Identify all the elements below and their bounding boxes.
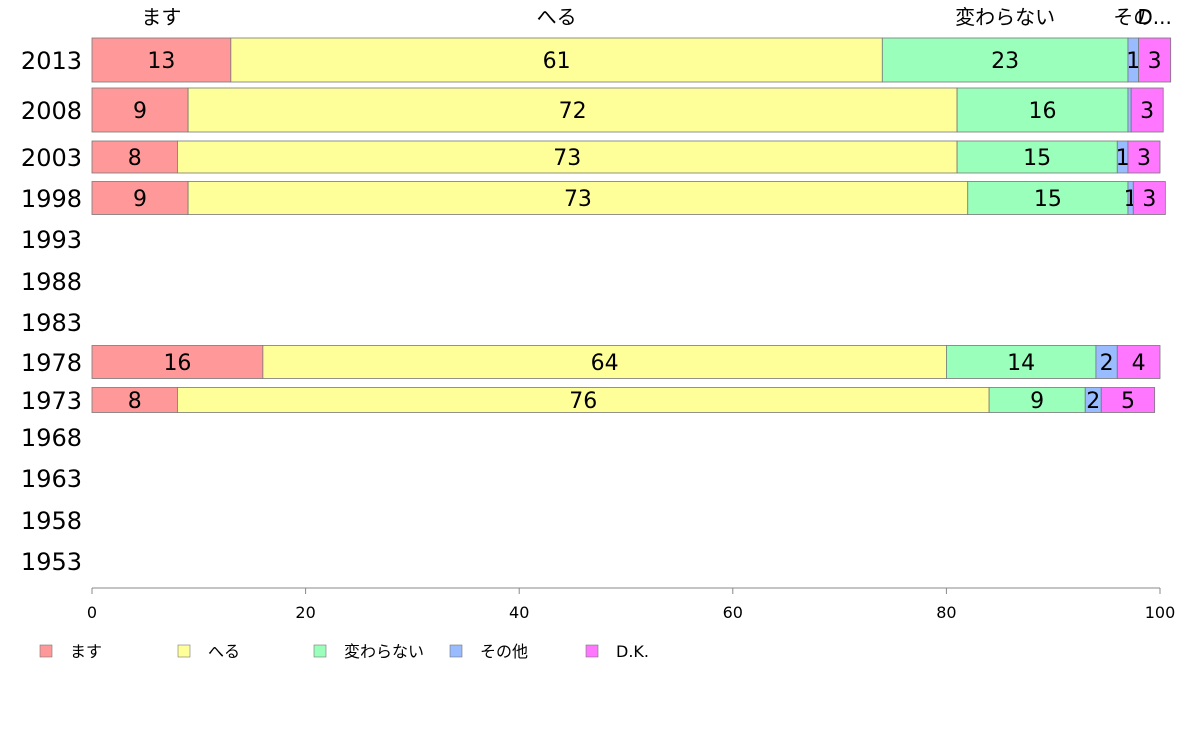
value-label-2003-series-5: 3 — [1137, 146, 1151, 171]
value-label-2013-series-1: 13 — [147, 49, 175, 74]
legend-swatch-5 — [585, 644, 599, 658]
legend-swatch-2 — [177, 644, 191, 658]
bar-1973-series-5 — [1100, 387, 1156, 413]
value-label-2003-series-1: 8 — [128, 146, 142, 171]
top-label-series-1: ます — [141, 5, 181, 29]
legend-label-4: その他 — [480, 642, 528, 661]
bar-2003-series-2 — [177, 140, 958, 174]
x-tick-label-100: 100 — [1145, 603, 1176, 622]
legend-label-2: へる — [208, 642, 240, 661]
bar-2013-series-5 — [1138, 37, 1172, 83]
bars: 13 61 23 1 39 72 16 38 73 15 1 39 73 15 1 316 64 14 2 48 76 9… — [91, 37, 1172, 414]
value-label-2008-series-1: 9 — [133, 99, 147, 124]
category-label-2013: 2013 — [21, 47, 82, 75]
legend: ます へる 変わらない その他 D.K. — [39, 642, 649, 661]
value-label-2003-series-2: 73 — [553, 146, 581, 171]
bar-1973-series-2 — [177, 387, 990, 413]
bar-2003-series-5 — [1127, 140, 1161, 174]
legend-label-5: D.K. — [616, 642, 649, 661]
bar-1978-series-5 — [1116, 345, 1161, 379]
legend-label-1: ます — [70, 642, 102, 661]
bar-2013-series-3 — [881, 37, 1129, 83]
value-label-2013-series-3: 23 — [991, 49, 1019, 74]
category-label-1978: 1978 — [21, 349, 82, 377]
category-label-1958: 1958 — [21, 507, 82, 535]
top-labels: ます へる 変わらない そのD... — [141, 5, 1171, 29]
value-label-1978-series-4: 2 — [1100, 351, 1114, 376]
x-axis: 0 20 40 60 80 100 — [87, 587, 1176, 622]
legend-label-3: 変わらない — [344, 642, 424, 661]
x-tick-label-40: 40 — [509, 603, 529, 622]
value-label-1978-series-2: 64 — [591, 351, 619, 376]
top-label-series-4: その — [1113, 5, 1153, 29]
value-label-1998-series-3: 15 — [1034, 187, 1062, 212]
bar-2008-series-2 — [187, 87, 958, 133]
value-label-2013-series-2: 61 — [543, 49, 571, 74]
category-labels: 2013 2008 2003 1998 1993 1988 1983 1978 1973 1968… — [21, 47, 82, 576]
value-label-1973-series-2: 76 — [569, 389, 597, 414]
category-label-2008: 2008 — [21, 97, 82, 125]
bar-2003-series-1 — [91, 140, 178, 174]
bar-2008-series-1 — [91, 87, 189, 133]
x-tick-label-80: 80 — [936, 603, 956, 622]
category-label-1968: 1968 — [21, 424, 82, 452]
legend-swatch-4 — [449, 644, 463, 658]
value-label-2008-series-3: 16 — [1029, 99, 1057, 124]
category-label-1963: 1963 — [21, 465, 82, 493]
value-label-1978-series-3: 14 — [1007, 351, 1035, 376]
top-label-series-2: へる — [537, 5, 577, 29]
value-label-2013-series-5: 3 — [1148, 49, 1162, 74]
x-tick-label-60: 60 — [723, 603, 743, 622]
value-label-2003-series-3: 15 — [1023, 146, 1051, 171]
bar-1998-series-2 — [187, 181, 969, 215]
bar-2008-series-4 — [1127, 87, 1132, 133]
bar-2008-series-3 — [956, 87, 1129, 133]
bar-1998-series-5 — [1132, 181, 1166, 215]
top-label-series-5: D... — [1137, 5, 1171, 29]
bar-1973-series-3 — [988, 387, 1086, 413]
value-label-2008-series-2: 72 — [559, 99, 587, 124]
x-tick-label-0: 0 — [87, 603, 97, 622]
legend-swatch-1 — [39, 644, 53, 658]
top-label-series-3: 変わらない — [955, 5, 1055, 29]
category-label-1993: 1993 — [21, 226, 82, 254]
value-label-2008-series-5: 3 — [1140, 99, 1154, 124]
value-label-2003-series-4: 1 — [1116, 146, 1130, 171]
category-label-1953: 1953 — [21, 548, 82, 576]
value-label-1998-series-2: 73 — [564, 187, 592, 212]
value-label-1973-series-3: 9 — [1030, 389, 1044, 414]
bar-2008-series-5 — [1130, 87, 1164, 133]
bar-1998-series-1 — [91, 181, 189, 215]
value-label-1978-series-5: 4 — [1132, 351, 1146, 376]
bar-2003-series-3 — [956, 140, 1118, 174]
bar-1978-series-2 — [262, 345, 947, 379]
value-label-1998-series-1: 9 — [133, 187, 147, 212]
category-label-1998: 1998 — [21, 185, 82, 213]
value-label-1978-series-1: 16 — [163, 351, 191, 376]
bar-2013-series-2 — [230, 37, 883, 83]
legend-swatch-3 — [313, 644, 327, 658]
value-label-1973-series-1: 8 — [128, 389, 142, 414]
category-label-2003: 2003 — [21, 144, 82, 172]
x-tick-label-20: 20 — [295, 603, 315, 622]
category-label-1988: 1988 — [21, 268, 82, 296]
value-label-1973-series-4: 2 — [1086, 389, 1100, 414]
category-label-1983: 1983 — [21, 309, 82, 337]
bar-1978-series-1 — [91, 345, 264, 379]
bar-1978-series-3 — [946, 345, 1097, 379]
value-label-1973-series-5: 5 — [1121, 389, 1135, 414]
value-label-1998-series-5: 3 — [1142, 187, 1156, 212]
bar-2013-series-1 — [91, 37, 232, 83]
bar-1998-series-3 — [967, 181, 1129, 215]
value-label-2013-series-4: 1 — [1126, 49, 1140, 74]
category-label-1973: 1973 — [21, 387, 82, 415]
